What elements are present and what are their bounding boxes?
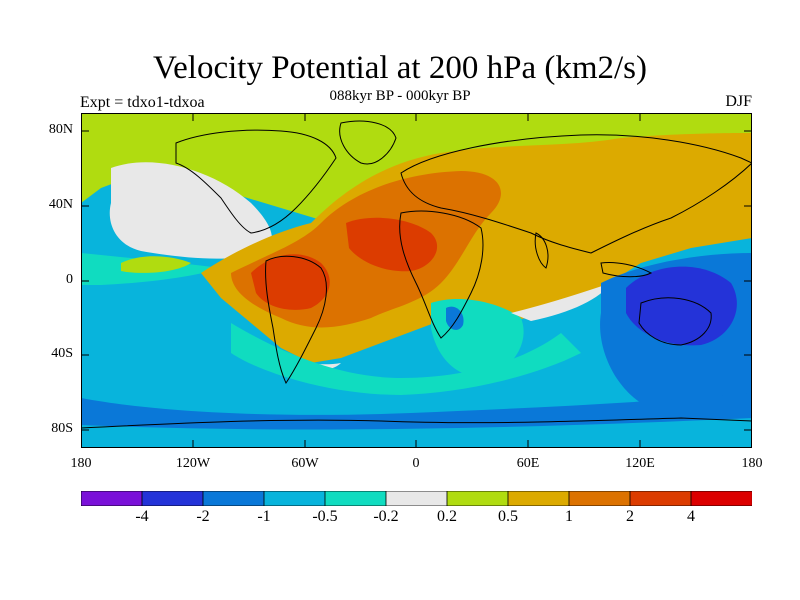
experiment-label: Expt = tdxo1-tdxoa xyxy=(80,94,205,111)
coastline-antarctica xyxy=(81,417,752,429)
colorbar-swatch xyxy=(81,491,143,506)
chart-title: Velocity Potential at 200 hPa (km2/s) xyxy=(152,50,648,86)
lat-tick-label: 80N xyxy=(48,122,73,137)
colorbar-swatch xyxy=(507,491,570,506)
coastline-india xyxy=(534,232,549,269)
lat-tick-label: 0 xyxy=(66,272,73,287)
colorbar-swatch xyxy=(568,491,631,506)
lon-tick-label: 60E xyxy=(516,456,540,471)
map-ticks xyxy=(81,113,752,448)
contour-central-pacific-yellow xyxy=(121,256,191,273)
colorbar-label: -0.2 xyxy=(373,508,399,525)
colorbar-label: 0.2 xyxy=(437,508,457,525)
contour-antarctic-lightblue xyxy=(81,418,752,448)
colorbar-label: -1 xyxy=(257,508,271,525)
lat-tick-label: 40S xyxy=(51,346,73,361)
coastline-australia xyxy=(638,297,712,346)
coastline-africa xyxy=(399,210,484,339)
lon-tick-label: 60W xyxy=(291,456,319,471)
contour-south-teal xyxy=(231,323,581,395)
coastline-greenland xyxy=(339,120,397,165)
lon-tick-label: 0 xyxy=(412,456,420,471)
contour-indian-blue xyxy=(446,306,464,330)
velocity-potential-map xyxy=(81,113,752,448)
contour-fill-layer xyxy=(81,113,752,448)
colorbar-swatch xyxy=(324,491,387,506)
coastline-indonesia xyxy=(600,262,653,278)
colorbar-label: -2 xyxy=(196,508,210,525)
colorbar-label: 2 xyxy=(626,508,634,525)
lon-tick-label: 180 xyxy=(741,456,763,471)
colorbar-label: 4 xyxy=(687,508,695,525)
colorbar xyxy=(81,491,752,506)
lon-tick-label: 120E xyxy=(625,456,655,471)
colorbar-swatch xyxy=(202,491,265,506)
contour-pacific-white xyxy=(109,162,272,259)
colorbar-swatch xyxy=(629,491,692,506)
colorbar-swatch xyxy=(263,491,326,506)
colorbar-swatch xyxy=(385,491,448,506)
colorbar-label: -4 xyxy=(135,508,149,525)
colorbar-label: -0.5 xyxy=(312,508,338,525)
lon-tick-label: 120W xyxy=(175,456,211,471)
colorbar-swatch xyxy=(690,491,752,506)
colorbar-swatch xyxy=(446,491,509,506)
contour-east-white xyxy=(511,283,611,321)
lat-tick-label: 80S xyxy=(51,421,73,436)
season-label: DJF xyxy=(725,93,752,110)
lat-tick-label: 40N xyxy=(48,197,73,212)
coastline-north-america xyxy=(175,129,337,234)
coastline-south-america xyxy=(265,255,327,385)
coastline-eurasia xyxy=(400,134,752,254)
lon-tick-label: 180 xyxy=(70,456,92,471)
contour-red-core-samerica xyxy=(251,254,330,310)
chart-subtitle: 088kyr BP - 000kyr BP xyxy=(329,88,471,104)
colorbar-swatch xyxy=(141,491,204,506)
colorbar-label: 0.5 xyxy=(498,508,518,525)
colorbar-label: 1 xyxy=(565,508,573,525)
coastline-layer xyxy=(81,120,752,429)
contour-red-core-atlantic xyxy=(346,217,438,272)
